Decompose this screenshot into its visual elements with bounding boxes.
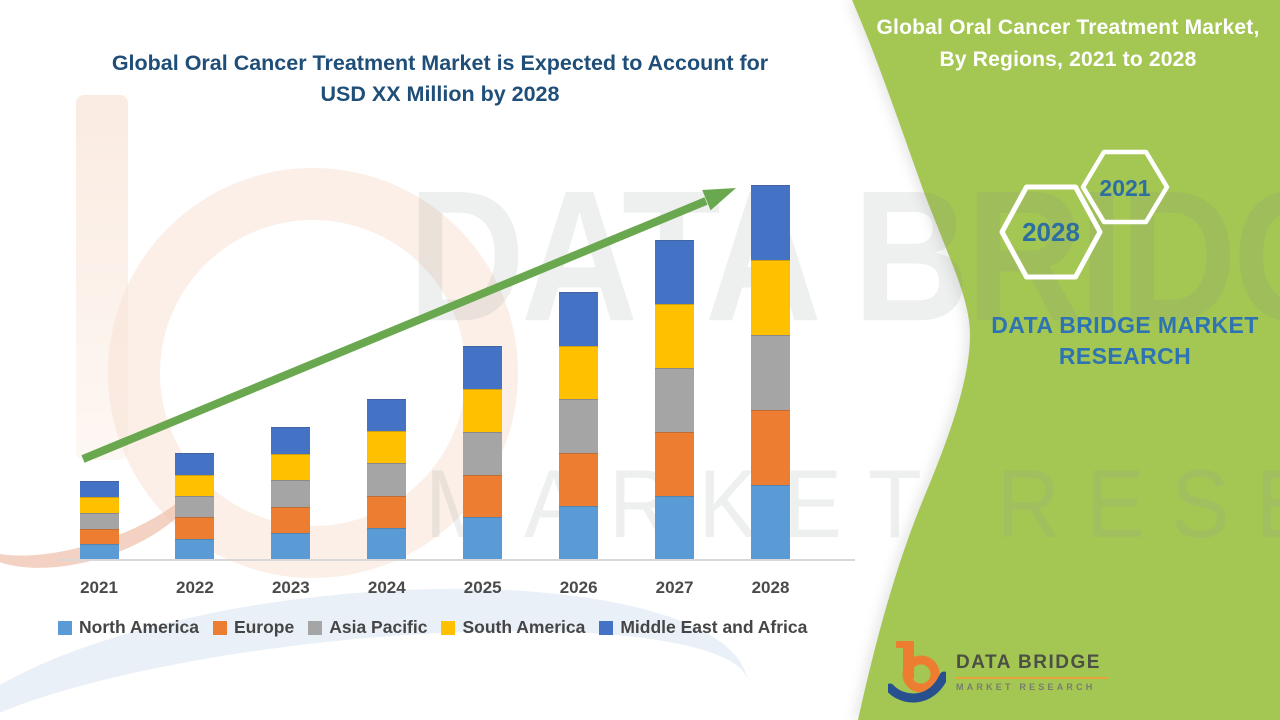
bar-segment-asia-pacific <box>79 512 119 529</box>
bar-segment-europe <box>751 410 790 486</box>
x-axis-label-2028: 2028 <box>751 578 790 597</box>
legend-swatch <box>308 620 323 635</box>
legend-label: Asia Pacific <box>329 617 428 637</box>
x-axis-label-2025: 2025 <box>463 578 502 597</box>
bar-segment-south-america <box>367 431 407 464</box>
bar-segment-south-america <box>463 389 503 432</box>
bar-segment-middle-east-and-africa <box>175 453 215 475</box>
bar-2021 <box>79 481 119 560</box>
bar-2022 <box>175 453 215 560</box>
legend-item-europe: Europe <box>212 617 295 638</box>
bar-segment-europe <box>655 431 695 496</box>
bar-segment-middle-east-and-africa <box>367 398 407 432</box>
legend-swatch <box>599 620 614 635</box>
bar-segment-europe <box>559 452 599 507</box>
bar-segment-europe <box>367 495 407 528</box>
bar-segment-europe <box>271 506 311 534</box>
bar-segment-middle-east-and-africa <box>751 185 790 261</box>
x-axis-line <box>60 559 855 561</box>
chart-title-line2: USD XX Million by 2028 <box>320 82 560 106</box>
bar-segment-south-america <box>655 303 695 368</box>
legend-label: Europe <box>233 617 295 637</box>
side-brand-line2: RESEARCH <box>1058 343 1192 369</box>
bar-segment-europe <box>79 528 119 545</box>
legend-label: South America <box>462 617 586 637</box>
data-bridge-logo-text: DATA BRIDGE MARKET RESEARCH <box>956 652 1108 692</box>
bar-2028 <box>751 185 790 560</box>
side-panel-title: Global Oral Cancer Treatment Market, By … <box>856 12 1280 76</box>
chart-title-line1: Global Oral Cancer Treatment Market is E… <box>111 51 769 75</box>
bar-segment-middle-east-and-africa <box>463 346 503 390</box>
side-brand-line1: DATA BRIDGE MARKET <box>991 312 1259 338</box>
year-hexagons: 2028 2021 <box>999 149 1170 280</box>
bar-segment-south-america <box>271 453 311 481</box>
bar-segment-asia-pacific <box>271 480 311 507</box>
bar-segment-north-america <box>559 506 599 560</box>
side-brand-text: DATA BRIDGE MARKET RESEARCH <box>962 310 1280 372</box>
bar-segment-north-america <box>175 538 215 560</box>
bar-segment-south-america <box>79 497 119 513</box>
bar-segment-europe <box>175 517 215 539</box>
bar-2023 <box>271 427 311 560</box>
legend-item-asia-pacific: Asia Pacific <box>308 617 427 638</box>
bar-segment-middle-east-and-africa <box>271 427 311 454</box>
legend-label: North America <box>79 617 199 637</box>
bar-segment-south-america <box>751 260 790 336</box>
bar-segment-asia-pacific <box>559 399 599 453</box>
bar-segment-asia-pacific <box>367 463 407 496</box>
x-axis-label-2021: 2021 <box>80 578 118 597</box>
bar-2026 <box>559 292 599 560</box>
x-axis-label-2022: 2022 <box>176 578 214 597</box>
bar-2024 <box>367 398 407 560</box>
data-bridge-logo-icon <box>888 641 946 703</box>
legend-item-south-america: South America <box>441 617 585 638</box>
hexagon-2028 <box>999 184 1103 280</box>
bar-segment-europe <box>463 474 503 518</box>
bar-segment-north-america <box>271 533 311 560</box>
x-axis-label-2024: 2024 <box>367 578 406 597</box>
logo-divider-line <box>956 677 1108 679</box>
bar-2025 <box>463 346 503 560</box>
hexagon-2028-label: 2028 <box>1022 217 1080 247</box>
bar-segment-north-america <box>367 527 407 560</box>
legend-label: Middle East and Africa <box>620 617 808 637</box>
bar-segment-asia-pacific <box>175 495 215 518</box>
data-bridge-logo: DATA BRIDGE MARKET RESEARCH <box>888 634 1128 710</box>
bar-segment-asia-pacific <box>463 431 503 475</box>
bar-segment-asia-pacific <box>751 335 790 411</box>
bar-segment-north-america <box>751 485 790 560</box>
bar-segment-middle-east-and-africa <box>559 292 599 346</box>
legend-item-middle-east-and-africa: Middle East and Africa <box>599 617 807 638</box>
hexagon-2021 <box>1080 149 1170 225</box>
hexagon-2021-label: 2021 <box>1099 175 1150 201</box>
legend-item-north-america: North America <box>58 617 199 638</box>
bar-segment-south-america <box>175 474 215 496</box>
legend-swatch <box>212 620 227 635</box>
side-panel-title-line1: Global Oral Cancer Treatment Market, <box>876 16 1260 39</box>
legend-swatch <box>58 620 72 635</box>
chart-title: Global Oral Cancer Treatment Market is E… <box>60 48 820 110</box>
bar-segment-asia-pacific <box>655 367 695 432</box>
side-panel-title-line2: By Regions, 2021 to 2028 <box>939 48 1197 71</box>
bar-segment-middle-east-and-africa <box>655 239 695 304</box>
legend-swatch <box>441 620 456 635</box>
bar-segment-north-america <box>463 517 503 560</box>
bar-segment-south-america <box>559 345 599 400</box>
bar-segment-middle-east-and-africa <box>79 481 119 498</box>
x-axis-label-2027: 2027 <box>655 578 694 597</box>
logo-brand-name: DATA BRIDGE <box>956 652 1101 673</box>
bar-2027 <box>655 239 695 560</box>
x-axis-label-2023: 2023 <box>271 578 310 597</box>
bar-segment-north-america <box>79 544 119 560</box>
x-axis-label-2026: 2026 <box>559 578 598 597</box>
bar-segment-north-america <box>655 495 695 560</box>
chart-legend: North America Europe Asia Pacific South Ame… <box>58 617 858 638</box>
logo-sub-line: MARKET RESEARCH <box>956 682 1096 692</box>
